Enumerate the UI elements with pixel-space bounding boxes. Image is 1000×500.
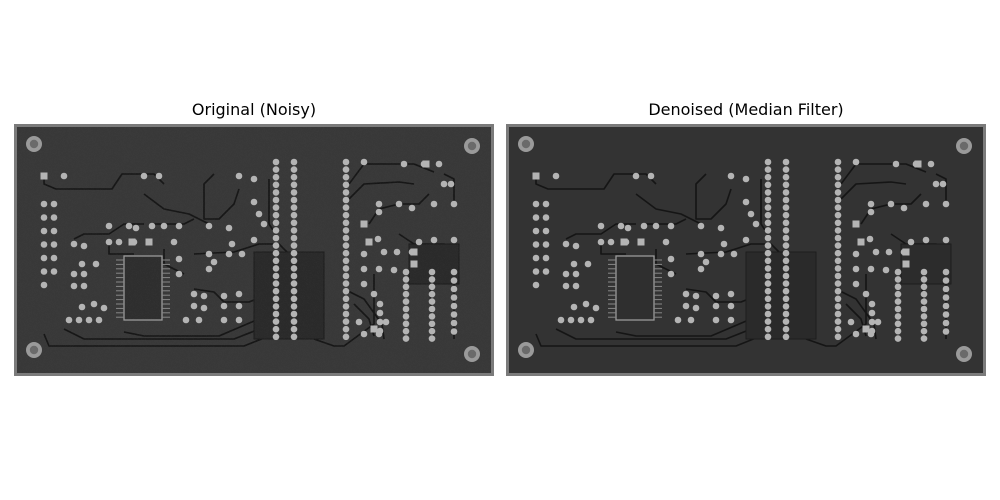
noisy-image-title: Original (Noisy) (191, 100, 317, 119)
noisy-pcb-image (14, 124, 494, 376)
denoised-image-panel: Denoised (Median Filter) (506, 0, 986, 500)
noisy-image-panel: Original (Noisy) (14, 0, 494, 500)
denoised-image-title: Denoised (Median Filter) (648, 100, 844, 119)
denoised-pcb-image (506, 124, 986, 376)
